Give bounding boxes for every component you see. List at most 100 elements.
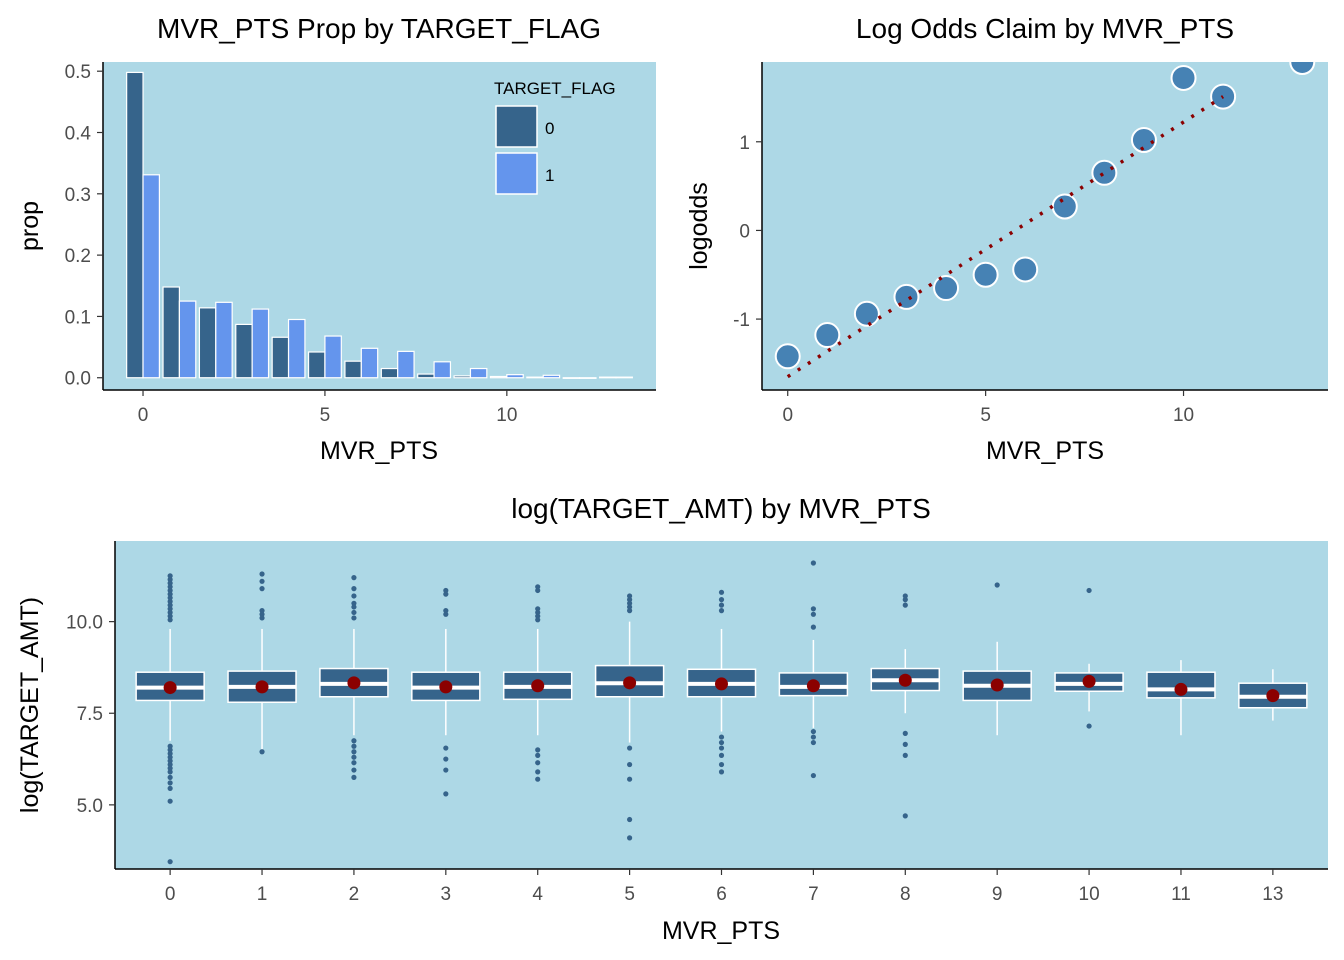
outlier-4-5 <box>535 617 541 623</box>
outlier-1-2 <box>259 586 265 592</box>
y-tick-label-5.0: 5.0 <box>77 796 103 817</box>
boxplot-chart-marks <box>135 560 1308 865</box>
outlier-7-7 <box>810 772 816 779</box>
box-group-3 <box>411 587 481 797</box>
outlier-4-2 <box>535 606 541 612</box>
x-tick-label-11: 11 <box>1171 884 1191 905</box>
outlier-2-3 <box>351 600 357 606</box>
outlier-0-20 <box>167 769 173 775</box>
bar-series-0-x4 <box>271 336 290 379</box>
logodds-point-x8 <box>1091 159 1118 186</box>
logodds-chart-x-axis-title: MVR_PTS <box>986 437 1104 465</box>
outlier-0-9 <box>167 606 173 612</box>
boxplot-chart-y-axis-title: log(TARGET_AMT) <box>16 597 44 813</box>
outlier-4-7 <box>535 752 541 758</box>
bar-series-1-x1 <box>178 300 197 379</box>
x-tick-label-2: 2 <box>349 884 360 905</box>
y-tick-label-0.3: 0.3 <box>65 185 91 206</box>
box-group-6 <box>686 589 757 775</box>
logodds-point-x5 <box>972 261 999 288</box>
logodds-point-x10 <box>1170 64 1197 91</box>
outlier-5-0 <box>627 593 633 599</box>
outlier-0-2 <box>167 580 173 586</box>
outlier-2-4 <box>351 604 357 610</box>
outlier-0-17 <box>167 758 173 764</box>
outlier-6-2 <box>718 602 725 608</box>
outlier-8-4 <box>902 741 908 748</box>
x-tick-label-6: 6 <box>716 884 727 905</box>
outlier-6-1 <box>718 597 725 603</box>
x-tick-label-13: 13 <box>1262 884 1283 905</box>
outlier-0-1 <box>167 576 173 583</box>
bar-chart-x-ticks: 0 5 10 <box>138 390 517 426</box>
x-tick-label-1: 1 <box>257 884 268 905</box>
x-tick-label-0: 0 <box>782 405 793 426</box>
mean-point-13 <box>1266 689 1280 703</box>
outlier-3-4 <box>443 745 449 751</box>
outlier-4-4 <box>535 613 541 619</box>
outlier-2-6 <box>351 615 357 621</box>
outlier-4-0 <box>535 584 541 590</box>
outlier-0-22 <box>167 780 173 786</box>
bar-chart-y-axis-title: prop <box>16 201 44 251</box>
outlier-8-0 <box>902 593 908 599</box>
bar-series-0-x1 <box>162 286 180 379</box>
logodds-clipped-marks <box>774 62 1316 379</box>
mean-point-4 <box>531 679 545 693</box>
logodds-point-x1 <box>814 322 841 349</box>
x-tick-label-5: 5 <box>980 405 991 426</box>
mean-point-11 <box>1174 682 1188 696</box>
boxplot-chart-title: log(TARGET_AMT) by MVR_PTS <box>511 493 931 524</box>
outlier-5-4 <box>627 608 633 614</box>
legend-key-1 <box>495 152 538 195</box>
outlier-0-23 <box>167 785 173 791</box>
logodds-point-x3 <box>893 283 920 310</box>
y-tick-label-0.0: 0.0 <box>65 369 91 390</box>
outlier-2-11 <box>351 760 357 766</box>
outlier-4-8 <box>535 760 541 766</box>
bar-series-0-x10 <box>489 375 508 379</box>
mean-point-1 <box>255 680 269 694</box>
y-tick-label-1: 1 <box>739 133 750 154</box>
y-tick-label-0.5: 0.5 <box>65 62 91 83</box>
logodds-point-x13 <box>1289 62 1316 75</box>
outlier-5-1 <box>627 597 633 603</box>
boxplot-chart-panel: log(TARGET_AMT) by MVR_PTS 0 1 2 3 4 5 6 7 8 9 10 1… <box>16 493 1328 945</box>
outlier-0-25 <box>167 859 173 865</box>
outlier-0-11 <box>167 613 173 619</box>
mean-point-2 <box>347 676 361 690</box>
outlier-0-21 <box>167 774 173 780</box>
outlier-7-4 <box>810 728 816 735</box>
outlier-4-9 <box>535 769 541 775</box>
outlier-5-5 <box>627 745 633 751</box>
bar-chart-x-axis-title: MVR_PTS <box>320 437 438 465</box>
bar-series-1-x5 <box>324 335 342 379</box>
outlier-0-14 <box>167 747 173 753</box>
bar-chart-y-ticks: 0.0 0.1 0.2 0.3 0.4 0.5 <box>65 62 103 390</box>
outlier-2-1 <box>351 586 357 592</box>
mean-point-6 <box>715 677 728 691</box>
outlier-0-0 <box>167 573 173 579</box>
outlier-5-2 <box>627 600 633 606</box>
box-group-1 <box>227 571 297 755</box>
outlier-6-3 <box>718 608 725 614</box>
x-tick-label-0: 0 <box>138 405 149 426</box>
y-tick-label-0.2: 0.2 <box>65 246 91 267</box>
x-tick-label-5: 5 <box>320 405 331 426</box>
boxplot-chart-x-axis-title: MVR_PTS <box>662 917 780 945</box>
outlier-2-9 <box>351 749 357 755</box>
logodds-chart-y-ticks: -1 0 1 <box>733 133 762 331</box>
bar-chart-panel: MVR_PTS Prop by TARGET_FLAG 0 5 10 0.00.10… <box>16 13 656 465</box>
outlier-8-2 <box>902 602 908 608</box>
bar-series-0-x9 <box>453 375 472 379</box>
logodds-chart-marks <box>774 62 1316 379</box>
x-tick-label-9: 9 <box>992 884 1003 905</box>
outlier-8-3 <box>902 730 908 737</box>
bar-series-1-x12 <box>578 377 597 379</box>
outlier-8-5 <box>902 752 908 758</box>
bar-series-1-x9 <box>469 367 488 379</box>
mean-point-3 <box>439 680 453 694</box>
y-tick-label-0.4: 0.4 <box>65 124 92 145</box>
